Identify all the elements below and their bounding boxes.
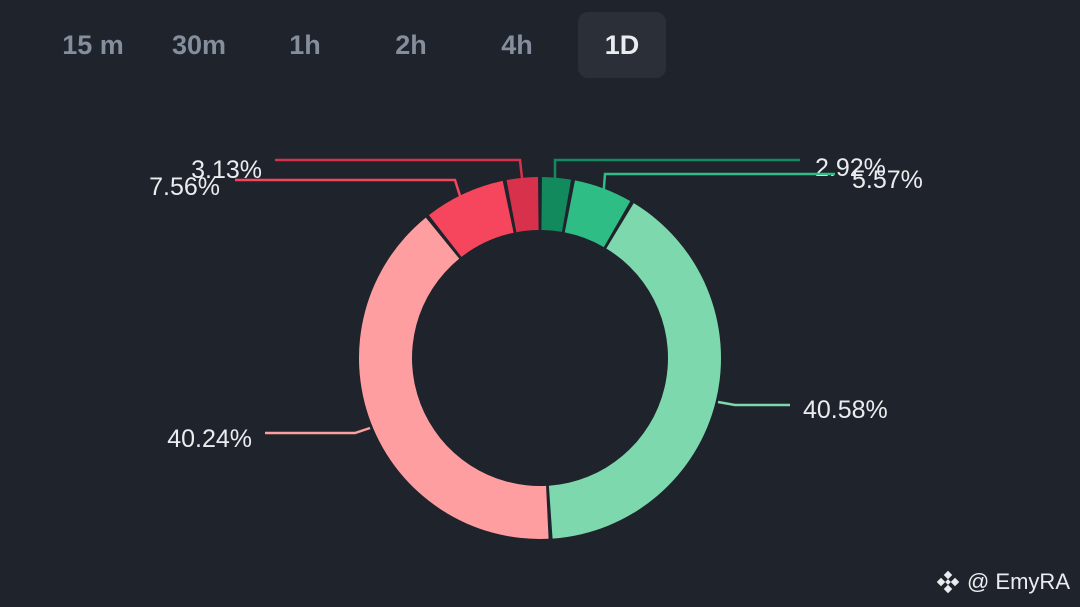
donut-slice	[428, 180, 514, 257]
tab-1h[interactable]: 1h	[289, 29, 321, 60]
donut-slice	[541, 177, 572, 232]
watermark: @ EmyRA	[935, 569, 1070, 595]
leader-line	[553, 158, 800, 178]
donut-slice	[564, 180, 631, 248]
donut-slice	[358, 217, 549, 539]
leader-line	[601, 172, 835, 201]
watermark-text: @ EmyRA	[966, 569, 1070, 594]
tab-15m[interactable]: 15 m	[62, 29, 124, 60]
binance-logo-icon	[936, 570, 960, 594]
timeframe-tabs: 15 m 30m 1h 2h 4h 1D	[40, 12, 666, 78]
tab-2h[interactable]: 2h	[395, 29, 427, 60]
leader-line	[265, 426, 371, 435]
tab-4h[interactable]: 4h	[501, 29, 533, 60]
leader-line	[235, 178, 462, 197]
data-label: 5.57%	[852, 166, 923, 194]
tab-1d[interactable]: 1D	[578, 12, 666, 78]
donut-slice	[506, 177, 539, 233]
data-label: 2.92%	[815, 154, 886, 182]
tab-30m[interactable]: 30m	[171, 29, 227, 60]
data-label: 3.13%	[191, 156, 262, 184]
leader-line	[275, 158, 524, 179]
data-label: 7.56%	[149, 173, 220, 201]
leader-line	[717, 400, 790, 407]
donut-slice	[548, 203, 721, 539]
data-label: 40.58%	[803, 396, 888, 424]
data-label: 40.24%	[167, 425, 252, 453]
